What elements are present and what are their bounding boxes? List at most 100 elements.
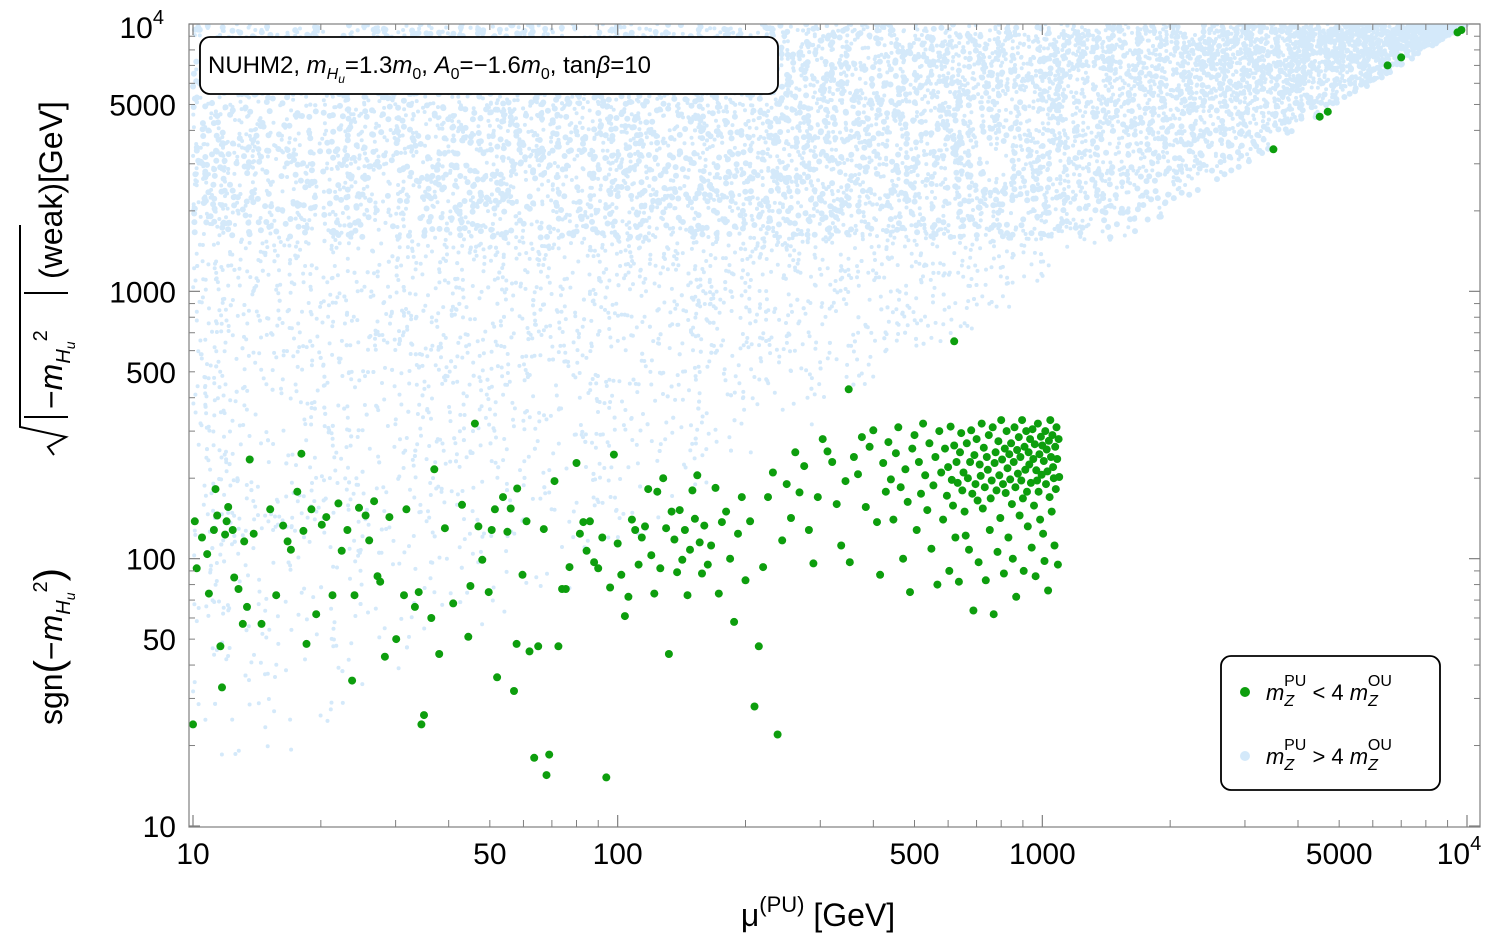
blue-point (458, 412, 463, 417)
blue-point (549, 507, 554, 512)
blue-point (1126, 83, 1131, 88)
blue-point (363, 374, 367, 379)
blue-point (918, 222, 923, 227)
blue-point (569, 178, 574, 182)
blue-point (1065, 244, 1070, 249)
blue-point (610, 393, 615, 398)
blue-point (849, 213, 854, 218)
blue-point (971, 145, 976, 150)
blue-point (1122, 233, 1127, 238)
blue-point (212, 375, 217, 380)
blue-point (841, 297, 846, 302)
blue-point (1137, 106, 1142, 110)
blue-point (246, 573, 250, 578)
blue-point (277, 268, 281, 273)
blue-point (686, 168, 691, 172)
blue-point (1126, 225, 1131, 230)
blue-point (1040, 121, 1045, 126)
blue-point (387, 525, 392, 530)
blue-point (661, 136, 666, 141)
blue-point (1039, 236, 1044, 241)
blue-point (392, 337, 397, 342)
blue-point (915, 173, 920, 178)
blue-point (212, 381, 217, 386)
blue-point (986, 99, 991, 104)
blue-point (406, 145, 411, 150)
blue-point (740, 258, 745, 262)
blue-point (590, 440, 594, 445)
blue-point (365, 158, 370, 163)
blue-point (1080, 87, 1085, 92)
blue-point (480, 479, 485, 484)
blue-point (346, 503, 351, 508)
blue-point (670, 430, 675, 435)
blue-point (480, 534, 485, 539)
blue-point (934, 183, 939, 188)
blue-point (563, 350, 568, 355)
blue-point (487, 123, 492, 128)
blue-point (394, 265, 399, 270)
blue-point (1039, 271, 1044, 276)
blue-point (253, 504, 258, 509)
blue-point (355, 318, 360, 323)
blue-point (413, 292, 418, 297)
blue-point (742, 142, 747, 147)
blue-point (608, 335, 613, 340)
blue-point (748, 201, 753, 206)
blue-point (331, 626, 336, 631)
blue-point (592, 503, 597, 508)
blue-point (284, 494, 289, 499)
blue-point (537, 410, 542, 415)
blue-point (236, 526, 241, 531)
blue-point (1083, 28, 1088, 32)
blue-point (236, 143, 241, 148)
blue-point (258, 216, 263, 220)
blue-point (481, 351, 486, 356)
blue-point (838, 57, 842, 62)
blue-point (194, 251, 199, 256)
blue-point (229, 263, 234, 268)
blue-point (536, 262, 541, 267)
blue-point (396, 30, 401, 35)
blue-point (844, 39, 849, 44)
blue-point (314, 184, 319, 189)
blue-point (769, 248, 774, 253)
blue-point (544, 417, 549, 422)
blue-point (892, 235, 897, 240)
blue-point (520, 354, 525, 359)
blue-point (551, 209, 556, 213)
blue-point (1083, 190, 1088, 195)
blue-point (1029, 262, 1034, 267)
blue-point (1057, 131, 1062, 136)
blue-point (859, 219, 864, 224)
blue-point (1228, 97, 1233, 102)
blue-point (209, 563, 213, 568)
blue-point (948, 331, 953, 335)
blue-point (662, 300, 667, 305)
blue-point (549, 198, 554, 203)
blue-point (1065, 173, 1070, 178)
blue-point (534, 285, 539, 290)
blue-point (546, 179, 551, 183)
blue-point (1157, 105, 1162, 110)
blue-point (751, 260, 756, 265)
blue-point (277, 514, 282, 519)
blue-point (298, 400, 303, 405)
blue-point (416, 242, 421, 247)
blue-point (218, 552, 223, 557)
blue-point (538, 286, 543, 291)
blue-point (1306, 79, 1311, 84)
blue-point (1086, 64, 1091, 69)
blue-point (785, 39, 790, 44)
blue-point (225, 603, 230, 608)
blue-point (1129, 75, 1134, 80)
blue-point (377, 635, 382, 640)
blue-point (247, 95, 251, 100)
blue-point (569, 241, 573, 246)
blue-point (460, 243, 465, 248)
blue-point (524, 580, 529, 585)
blue-point (245, 321, 250, 326)
blue-point (917, 261, 922, 266)
blue-point (298, 247, 303, 252)
blue-point (727, 263, 732, 268)
